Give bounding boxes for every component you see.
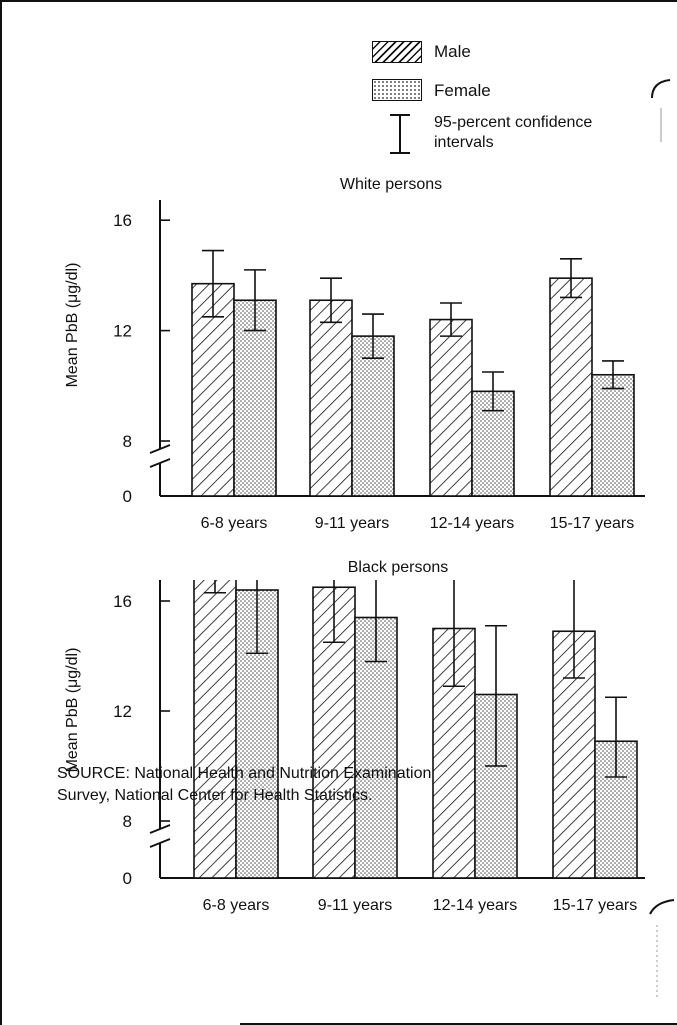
white-bar-male [550,278,592,496]
chart-title-black: Black persons [298,559,498,577]
black-category-label: 6-8 years [203,897,270,914]
legend-female-swatch [372,79,422,101]
black-category-label: 9-11 years [318,897,392,914]
source-line-1: SOURCE: National Health and Nutrition Ex… [57,763,617,785]
white-y-tick-label: 12 [113,322,132,341]
black-y-tick-label: 0 [123,869,132,888]
chart-black-persons: 0812162024Mean PbB (μg/dl)6-8 years9-11 … [0,580,677,920]
black-y-tick-label: 16 [113,592,132,611]
white-category-label: 6-8 years [201,515,268,532]
legend-ci-label-line2: intervals [434,134,494,152]
source-note: SOURCE: National Health and Nutrition Ex… [57,763,617,807]
chart-white-persons: 0812162024Mean PbB (μg/dl)6-8 years9-11 … [0,200,677,545]
black-category-label: 12-14 years [433,897,518,914]
legend-female-label: Female [434,81,491,101]
white-bar-male [310,300,352,496]
white-y-tick-label: 16 [113,211,132,230]
white-y-tick-label: 8 [123,432,132,451]
black-y-tick-label: 12 [113,702,132,721]
white-y-axis-label: Mean PbB (μg/dl) [64,263,81,388]
white-bar-male [430,320,472,496]
white-y-tick-label: 0 [123,487,132,506]
black-y-tick-label: 8 [123,812,132,831]
black-category-label: 15-17 years [553,897,638,914]
white-bar-female [592,375,634,496]
black-y-axis-label: Mean PbB (μg/dl) [64,648,81,773]
white-category-label: 9-11 years [315,515,389,532]
legend-male-label: Male [434,42,471,62]
white-category-label: 12-14 years [430,515,515,532]
white-category-label: 15-17 years [550,515,635,532]
legend-male-swatch [372,41,422,63]
chart-title-white: White persons [291,176,491,194]
white-bar-female [352,336,394,496]
legend-ci-symbol [380,113,420,157]
black-bar-male [194,580,236,878]
source-line-2: Survey, National Center for Health Stati… [57,785,617,807]
legend-ci-label-line1: 95-percent confidence [434,114,592,132]
